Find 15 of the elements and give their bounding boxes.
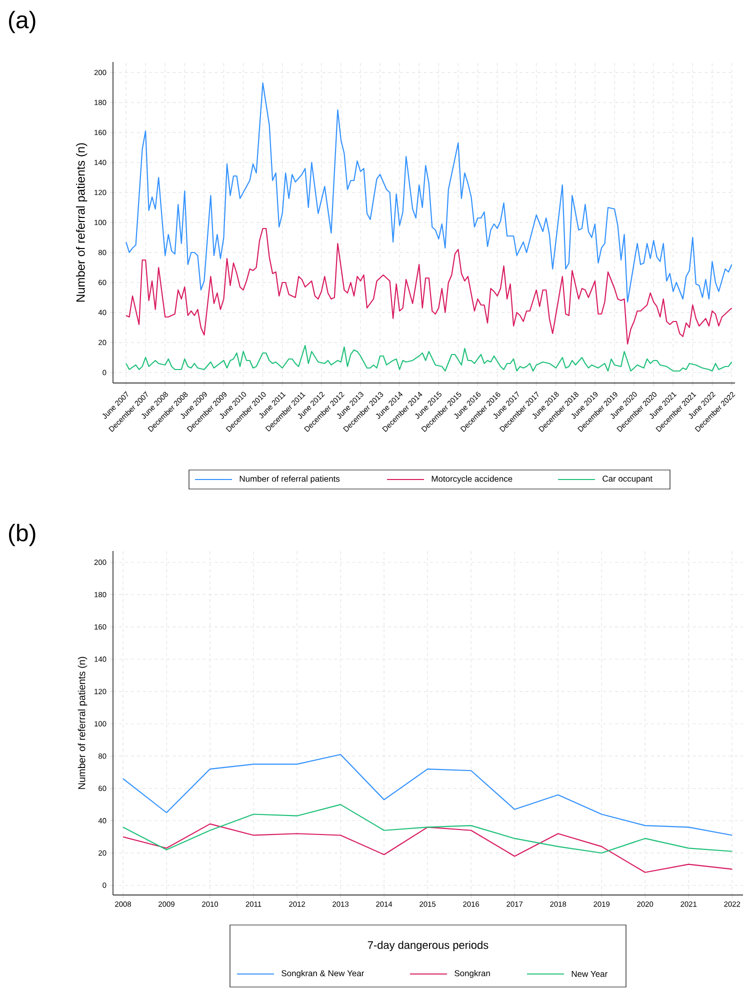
y-axis-title: Number of referral patients (n) xyxy=(78,656,88,789)
legend-label: Songkran & New Year xyxy=(282,970,364,978)
line-series xyxy=(122,823,733,873)
chart-title: (b) xyxy=(9,524,36,546)
y-axis-title: Number of referral patients (n) xyxy=(76,143,88,302)
line-series xyxy=(122,804,733,854)
legend-label: Motorcycle accidence xyxy=(432,476,512,484)
line-series xyxy=(122,754,733,836)
legend-label: Car occupant xyxy=(602,476,652,484)
legend-label: New Year xyxy=(572,971,608,977)
legend-label: Songkran xyxy=(454,970,490,978)
legend-label: Number of referral patients xyxy=(240,476,340,484)
legend-title: 7-day dangerous periods xyxy=(368,940,488,952)
chart-title: (a) xyxy=(9,10,36,34)
line-series xyxy=(125,344,732,372)
